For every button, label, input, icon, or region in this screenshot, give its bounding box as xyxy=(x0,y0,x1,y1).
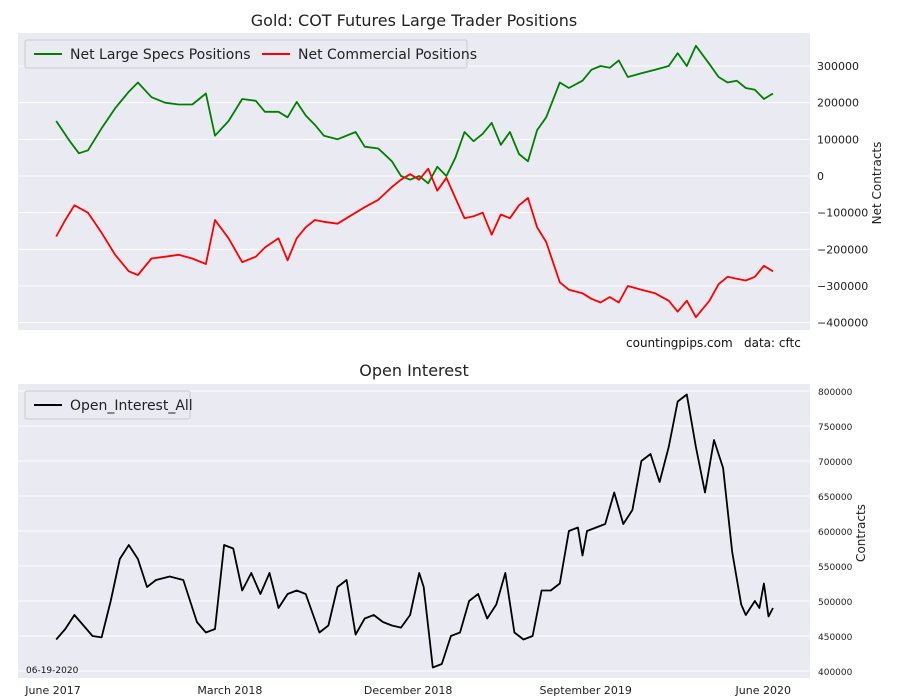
bottom-y-axis-label: Contracts xyxy=(854,504,868,562)
x-tick-label: September 2019 xyxy=(540,684,632,697)
x-tick-label: June 2017 xyxy=(24,684,80,697)
top-y-tick-label: −400000 xyxy=(817,317,868,330)
top-chart-title: Gold: COT Futures Large Trader Positions xyxy=(251,11,577,30)
bottom-y-tick-label: 700000 xyxy=(818,458,853,468)
bottom-y-tick-label: 550000 xyxy=(818,563,853,573)
top-series-line-0 xyxy=(55,44,774,185)
date-note: 06-19-2020 xyxy=(26,666,79,676)
legend-label-open-interest: Open_Interest_All xyxy=(70,398,193,414)
top-y-tick-label: 0 xyxy=(817,170,824,183)
bottom-y-tick-label: 750000 xyxy=(818,423,853,433)
top-y-tick-label: −100000 xyxy=(817,207,868,220)
top-y-tick-label: −200000 xyxy=(817,243,868,256)
top-y-tick-label: −300000 xyxy=(817,280,868,293)
x-tick-label: December 2018 xyxy=(364,684,453,697)
top-plot-area xyxy=(18,33,810,330)
bottom-y-tick-label: 400000 xyxy=(818,668,853,678)
source-note-site: countingpips.com xyxy=(626,336,733,350)
bottom-y-tick-label: 450000 xyxy=(818,633,853,643)
top-y-tick-label: 300000 xyxy=(817,60,859,73)
top-legend: Net Large Specs Positions Net Commercial… xyxy=(24,39,477,69)
bottom-y-tick-label: 500000 xyxy=(818,598,853,608)
top-series-line-1 xyxy=(55,167,774,319)
legend-label-commercials: Net Commercial Positions xyxy=(298,47,477,63)
x-tick-label: June 2020 xyxy=(735,684,791,697)
top-y-tick-label: 100000 xyxy=(817,133,859,146)
bottom-y-tick-label: 800000 xyxy=(818,388,853,398)
bottom-legend: Open_Interest_All xyxy=(24,390,193,420)
x-tick-label: March 2018 xyxy=(197,684,262,697)
bottom-chart-title: Open Interest xyxy=(359,361,468,380)
source-note-data: data: cftc xyxy=(744,336,801,350)
bottom-y-tick-label: 650000 xyxy=(818,493,853,503)
top-y-axis-label: Net Contracts xyxy=(870,142,884,225)
legend-label-specs: Net Large Specs Positions xyxy=(70,47,251,63)
bottom-y-tick-label: 600000 xyxy=(818,528,853,538)
top-y-tick-label: 200000 xyxy=(817,97,859,110)
bottom-series-line-0 xyxy=(55,393,774,669)
